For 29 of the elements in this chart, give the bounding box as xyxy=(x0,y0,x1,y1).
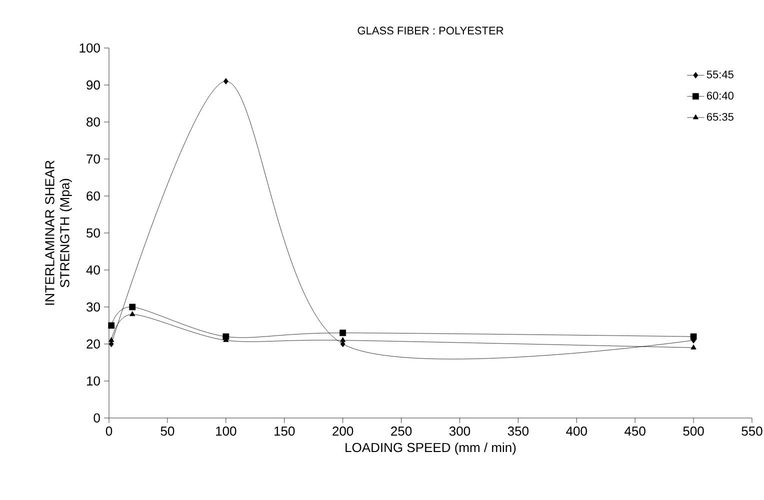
y-tick-label: 10 xyxy=(87,376,100,386)
y-tick-label: 90 xyxy=(86,80,100,90)
legend-label: 60:40 xyxy=(706,92,734,100)
y-tick-label: 40 xyxy=(86,265,100,275)
legend-label: 65:35 xyxy=(706,112,734,121)
legend-label: 55:45 xyxy=(706,70,734,78)
x-tick-label: 400 xyxy=(566,426,587,436)
y-tick-label: 50 xyxy=(86,228,100,238)
y-tick-label: 30 xyxy=(86,302,100,312)
y-tick-label: 100 xyxy=(80,43,100,53)
y-tick-label: 70 xyxy=(86,154,100,164)
x-tick-label: 0 xyxy=(106,426,112,436)
x-tick-label: 350 xyxy=(508,426,529,436)
x-tick-label: 550 xyxy=(742,426,762,436)
chart-title: GLASS FIBER : POLYESTER xyxy=(358,26,504,34)
x-tick-label: 150 xyxy=(274,426,295,436)
x-tick-label: 50 xyxy=(160,426,174,436)
x-tick-label: 450 xyxy=(624,426,646,436)
x-tick-label: 300 xyxy=(449,426,470,436)
y-axis-title: INTERLAMINAR SHEAR STRENGTH (Mpa) xyxy=(45,160,72,305)
y-tick-label: 80 xyxy=(86,117,100,127)
x-tick-label: 500 xyxy=(683,426,704,436)
x-tick-label: 250 xyxy=(391,426,412,436)
x-axis-title: LOADING SPEED (mm / min) xyxy=(346,442,516,455)
y-tick-label: 60 xyxy=(86,191,100,201)
x-tick-label: 100 xyxy=(216,426,236,436)
y-tick-label: 20 xyxy=(86,339,100,349)
y-tick-label: 0 xyxy=(94,413,100,423)
x-tick-label: 200 xyxy=(332,426,354,436)
